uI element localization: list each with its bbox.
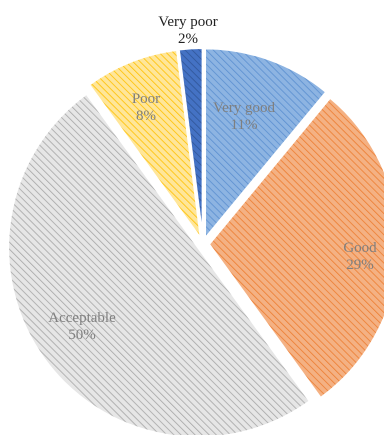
data-label-name: Very poor	[158, 14, 218, 30]
data-label-name: Good	[343, 240, 377, 256]
data-label-acceptable: Acceptable 50%	[48, 310, 116, 343]
data-label-value: 2%	[178, 31, 198, 47]
data-label-very-poor: Very poor 2%	[158, 14, 218, 47]
data-label-very-good: Very good 11%	[213, 100, 276, 133]
pie-slice-good	[207, 96, 384, 400]
pie-slice-very-poor	[177, 47, 204, 239]
data-label-value: 29%	[346, 257, 374, 273]
pie-slice-very-good	[204, 47, 328, 242]
pie-slices	[7, 47, 384, 435]
data-label-name: Very good	[213, 100, 276, 116]
pie-slice-poor	[87, 48, 202, 240]
data-label-name: Acceptable	[48, 310, 116, 326]
pie-labels: Very good 11% Good 29% Acceptable 50% Poor 8% Ve…	[48, 14, 377, 343]
data-label-value: 11%	[231, 117, 258, 133]
data-label-good: Good 29%	[343, 240, 377, 273]
data-label-value: 50%	[68, 327, 96, 343]
pie-slice-acceptable	[7, 92, 312, 435]
data-label-poor: Poor 8%	[132, 91, 160, 124]
data-label-value: 8%	[136, 108, 156, 124]
data-label-name: Poor	[132, 91, 160, 107]
